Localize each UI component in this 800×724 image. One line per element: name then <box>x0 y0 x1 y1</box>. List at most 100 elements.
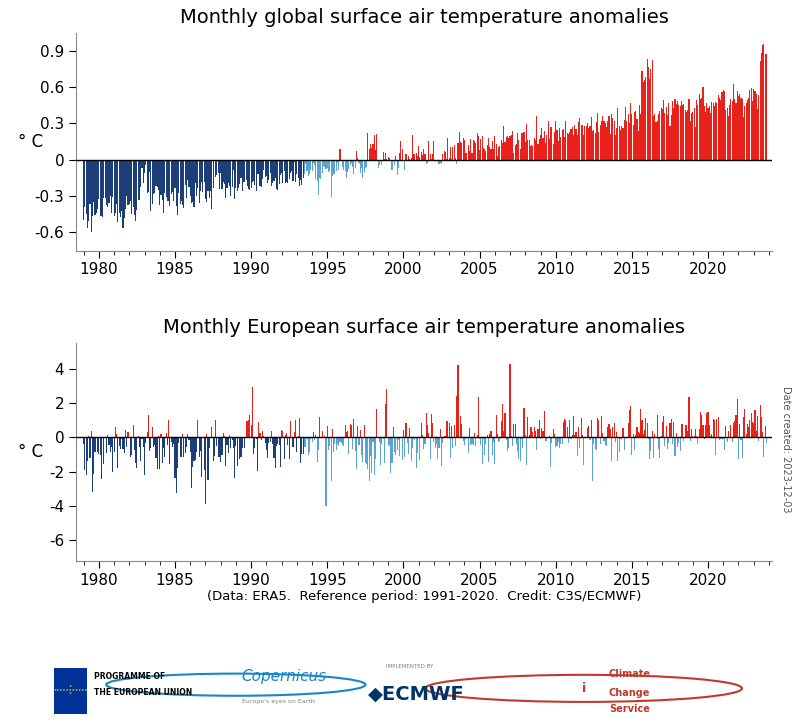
Bar <box>668 437 670 442</box>
Bar <box>465 437 466 439</box>
Bar <box>332 429 333 437</box>
Bar <box>157 160 158 187</box>
Bar <box>162 160 163 200</box>
Bar <box>747 99 748 160</box>
Bar <box>250 160 252 188</box>
Bar <box>466 153 467 160</box>
Bar <box>285 435 286 437</box>
Bar <box>363 160 365 172</box>
Bar <box>705 111 706 160</box>
Bar <box>192 437 194 467</box>
Bar <box>530 427 531 437</box>
Bar <box>394 437 395 452</box>
Bar <box>676 433 677 437</box>
Bar <box>490 149 491 160</box>
Bar <box>386 159 387 160</box>
Bar <box>209 160 210 198</box>
Bar <box>345 426 346 437</box>
Bar <box>761 416 762 437</box>
Bar <box>698 94 700 160</box>
Bar <box>597 113 598 160</box>
Bar <box>287 437 289 445</box>
Bar <box>536 437 538 450</box>
Bar <box>724 91 725 160</box>
Bar <box>743 117 744 160</box>
Bar <box>382 152 384 160</box>
Bar <box>574 435 575 437</box>
Bar <box>376 410 378 437</box>
Bar <box>529 140 530 160</box>
Bar <box>422 434 423 437</box>
Bar <box>271 432 272 437</box>
Bar <box>748 427 749 437</box>
Bar <box>668 104 670 160</box>
Bar <box>268 437 270 443</box>
Bar <box>592 131 593 160</box>
Bar <box>352 160 354 167</box>
Bar <box>584 125 586 160</box>
Bar <box>375 150 376 160</box>
Bar <box>282 160 283 183</box>
Bar <box>281 430 282 437</box>
Bar <box>480 140 482 160</box>
Bar <box>130 160 131 201</box>
Bar <box>602 117 603 160</box>
Bar <box>142 160 144 183</box>
Bar <box>192 160 194 202</box>
Bar <box>527 140 528 160</box>
Bar <box>271 160 272 187</box>
Bar <box>224 160 225 183</box>
Bar <box>83 437 84 444</box>
Bar <box>558 141 559 160</box>
Bar <box>494 136 495 160</box>
Bar <box>446 159 447 160</box>
Bar <box>342 160 343 167</box>
Bar <box>442 154 443 160</box>
Bar <box>314 160 315 165</box>
Bar <box>726 108 728 160</box>
Text: Service: Service <box>609 704 650 715</box>
Bar <box>621 437 622 439</box>
Bar <box>257 437 258 471</box>
Bar <box>124 160 125 218</box>
Bar <box>694 429 696 437</box>
Bar <box>557 437 558 445</box>
Bar <box>194 160 196 183</box>
Bar <box>522 437 523 448</box>
Bar <box>620 130 621 160</box>
Bar <box>254 160 255 185</box>
Bar <box>230 160 231 196</box>
Bar <box>690 121 691 160</box>
Bar <box>646 423 648 437</box>
Bar <box>489 434 490 437</box>
Bar <box>346 432 347 437</box>
Bar <box>99 160 101 216</box>
Bar <box>706 413 707 437</box>
Bar <box>194 437 196 460</box>
Bar <box>252 387 253 437</box>
Bar <box>328 160 329 172</box>
Bar <box>570 129 571 160</box>
Y-axis label: ° C: ° C <box>18 132 43 151</box>
Bar <box>762 45 763 160</box>
Bar <box>521 133 522 160</box>
Bar <box>597 418 598 437</box>
Text: ◆ECMWF: ◆ECMWF <box>368 685 464 704</box>
Bar <box>441 160 442 164</box>
Bar <box>450 148 451 160</box>
Bar <box>96 160 97 214</box>
Bar <box>471 437 473 445</box>
Bar <box>261 437 262 439</box>
Bar <box>550 437 551 467</box>
Bar <box>649 79 650 160</box>
Bar <box>560 437 562 444</box>
Bar <box>696 100 697 160</box>
Bar <box>234 437 235 479</box>
Bar <box>655 122 657 160</box>
Bar <box>333 437 334 452</box>
Bar <box>328 437 329 450</box>
Bar <box>139 160 140 200</box>
Bar <box>497 156 498 160</box>
Bar <box>358 160 359 163</box>
Bar <box>445 436 446 437</box>
